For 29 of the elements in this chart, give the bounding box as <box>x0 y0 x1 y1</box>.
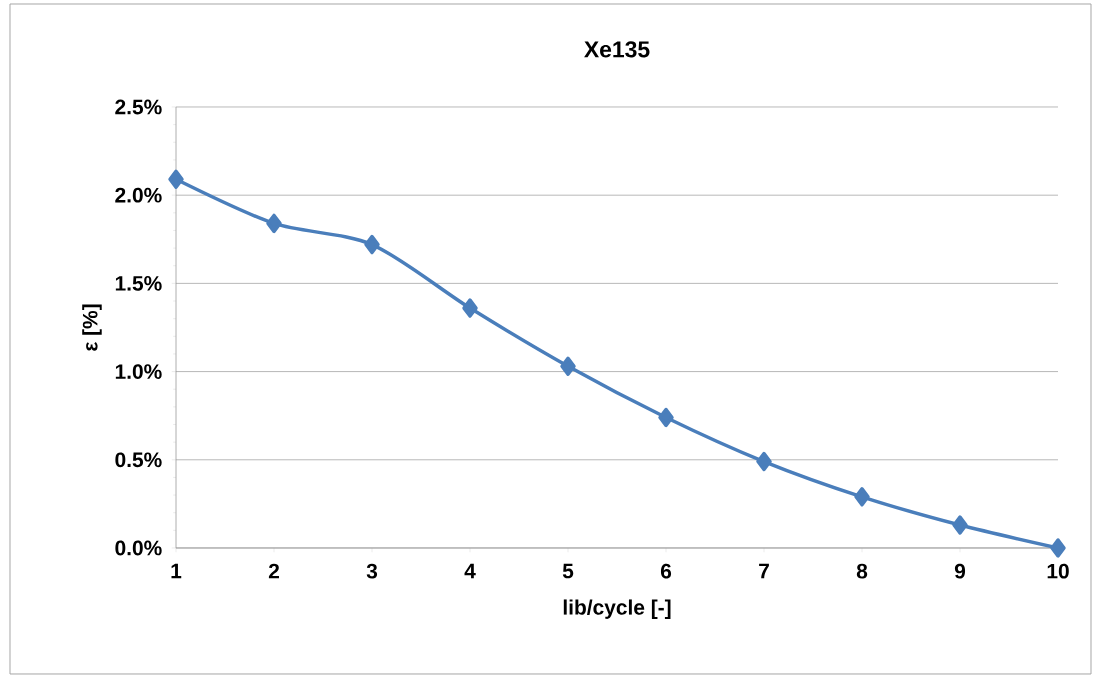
x-tick-label: 10 <box>1047 563 1069 579</box>
point <box>756 451 772 472</box>
x-tick-label: 2 <box>268 563 279 579</box>
point <box>1050 538 1066 558</box>
point <box>658 407 674 428</box>
point <box>462 298 478 318</box>
x-axis-title: lib/cycle [-] <box>563 599 671 619</box>
y-tick-label: 1.5% <box>115 276 162 291</box>
point <box>364 234 380 255</box>
x-tick-label: 4 <box>464 563 476 579</box>
y-axis-title: ε [%] <box>82 304 102 351</box>
point <box>854 487 870 507</box>
point <box>952 515 968 535</box>
chart-title: Xe135 <box>584 41 650 58</box>
x-tick-label: 3 <box>366 563 378 579</box>
x-tick-label: 6 <box>660 563 672 579</box>
x-tick-label: 1 <box>171 563 182 579</box>
y-tick-label: 2.5% <box>115 99 162 115</box>
x-tick-label: 5 <box>562 563 574 579</box>
x-tick-label: 7 <box>759 563 769 579</box>
y-tick-label: 2.0% <box>115 187 162 203</box>
y-tick-label: 0.5% <box>115 452 162 468</box>
point <box>168 169 184 190</box>
x-tick-label: 9 <box>954 563 966 579</box>
x-tick-label: 8 <box>856 563 868 579</box>
y-tick-label: 1.0% <box>115 364 162 379</box>
point <box>560 356 576 377</box>
point <box>266 213 282 234</box>
y-tick-label: 0.0% <box>115 540 162 556</box>
